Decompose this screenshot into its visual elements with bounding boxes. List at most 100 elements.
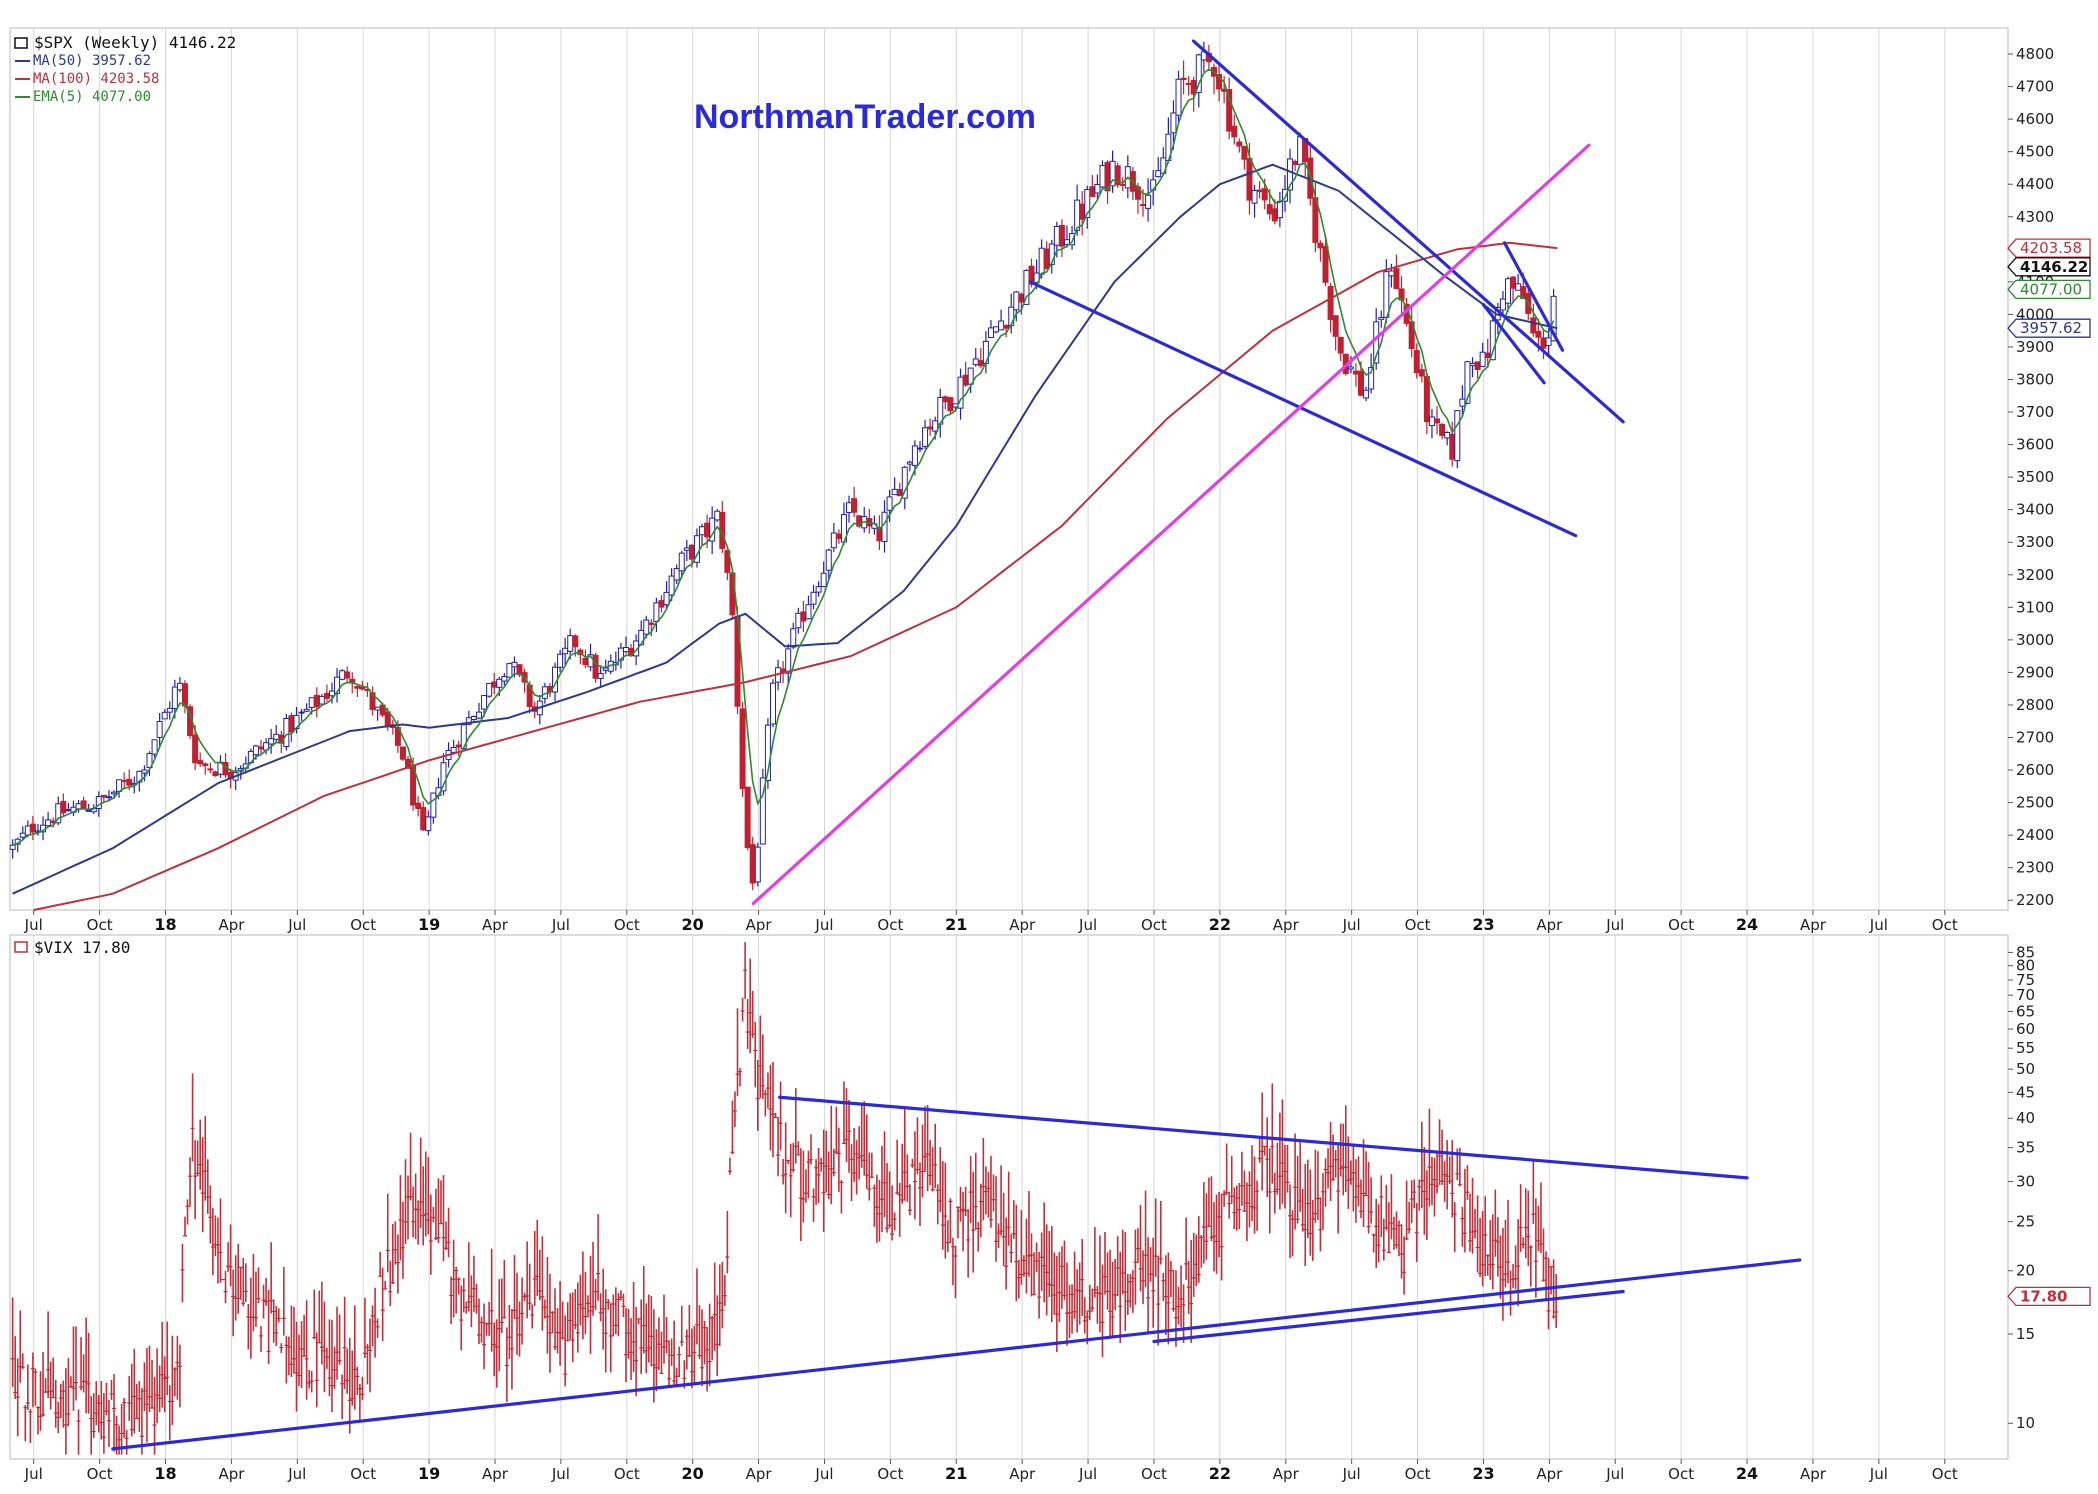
vix-trendline xyxy=(1152,1289,1625,1344)
vix-y-tick-label: 15 xyxy=(2016,1325,2035,1343)
ma50-line xyxy=(12,163,1558,895)
vix-bar xyxy=(791,1142,796,1173)
spx-candle xyxy=(1510,275,1517,303)
vix-bar xyxy=(1323,1158,1328,1207)
vix-bar xyxy=(923,1106,928,1173)
vix-bar xyxy=(94,1381,99,1426)
vix-bar xyxy=(1485,1254,1490,1276)
vix-y-tick-label: 30 xyxy=(2016,1173,2035,1191)
spx-legend-title: $SPX (Weekly) 4146.22 xyxy=(34,33,236,52)
vix-bar xyxy=(129,1363,134,1437)
vix-bar xyxy=(1158,1200,1163,1265)
vix-bar xyxy=(112,1374,117,1452)
vix-bar xyxy=(950,1237,955,1286)
vix-bar xyxy=(585,1295,590,1318)
vix-bar xyxy=(1222,1190,1227,1207)
spx-candle xyxy=(475,702,482,720)
vix-bar xyxy=(930,1147,935,1192)
vix-bar xyxy=(1014,1204,1019,1302)
vix-bar xyxy=(1100,1264,1105,1358)
vix-bar xyxy=(1057,1251,1062,1323)
spx-candle xyxy=(987,319,994,338)
vix-bar xyxy=(869,1152,874,1179)
vix-bar xyxy=(1546,1258,1551,1330)
x-tick-label: 22 xyxy=(1209,915,1231,934)
vix-bar xyxy=(857,1126,862,1180)
vix-bar xyxy=(497,1279,502,1372)
vix-bar xyxy=(73,1326,78,1401)
spx-candle xyxy=(425,810,432,836)
vix-bar xyxy=(1255,1180,1260,1231)
vix-bar xyxy=(1211,1202,1216,1272)
x-tick-label: 24 xyxy=(1736,1464,1758,1483)
vix-bar xyxy=(943,1162,948,1259)
vix-bar xyxy=(86,1332,91,1414)
vix-bar xyxy=(395,1234,400,1294)
vix-bar xyxy=(1478,1217,1483,1277)
x-tick-label: Jul xyxy=(1605,916,1624,934)
x-tick-label: Apr xyxy=(218,1465,245,1483)
vix-bar xyxy=(271,1299,276,1343)
vix-bar xyxy=(274,1306,279,1346)
vix-bar xyxy=(406,1175,411,1240)
vix-bar xyxy=(1135,1228,1140,1264)
vix-bar xyxy=(236,1243,241,1314)
spx-y-tick-label: 2300 xyxy=(2016,859,2054,877)
vix-bar xyxy=(1364,1151,1369,1197)
vix-bar xyxy=(844,1088,849,1163)
vix-bar xyxy=(1424,1170,1429,1240)
vix-bar xyxy=(583,1271,588,1335)
vix-bar xyxy=(1032,1252,1037,1296)
vix-bar xyxy=(433,1188,438,1241)
spx-value-tag-label: 4077.00 xyxy=(2020,280,2082,298)
vix-bar xyxy=(525,1241,530,1319)
vix-value-tag-label: 17.80 xyxy=(2020,1287,2067,1305)
vix-bar xyxy=(1001,1192,1006,1266)
x-tick-label: Oct xyxy=(1668,1465,1694,1483)
vix-bar xyxy=(1250,1145,1255,1222)
vix-bar xyxy=(266,1289,271,1365)
vix-bar xyxy=(132,1348,137,1434)
vix-bar xyxy=(1227,1191,1232,1219)
vix-y-tick-label: 45 xyxy=(2016,1083,2035,1101)
vix-bar xyxy=(692,1325,697,1386)
vix-bar xyxy=(961,1191,966,1252)
vix-bar xyxy=(1462,1168,1467,1253)
vix-bar xyxy=(1217,1191,1222,1258)
vix-bar xyxy=(677,1346,682,1378)
vix-bar xyxy=(1422,1147,1427,1235)
vix-bar xyxy=(535,1220,540,1296)
vix-bar xyxy=(231,1269,236,1337)
vix-bar xyxy=(79,1337,84,1391)
vix-bar xyxy=(25,1364,30,1410)
spx-candle xyxy=(415,796,422,817)
spx-y-tick-label: 2200 xyxy=(2016,891,2054,909)
spx-y-tick-label: 2800 xyxy=(2016,696,2054,714)
vix-y-tick-label: 65 xyxy=(2016,1002,2035,1020)
vix-bar xyxy=(1480,1210,1485,1287)
vix-y-tick-label: 10 xyxy=(2016,1414,2035,1432)
vix-bar xyxy=(1417,1179,1422,1211)
vix-bar xyxy=(1384,1184,1389,1231)
vix-bar xyxy=(1483,1196,1488,1277)
spx-candle xyxy=(957,368,964,420)
vix-bar xyxy=(489,1248,494,1352)
vix-bar xyxy=(134,1384,139,1420)
vix-bar xyxy=(1389,1174,1394,1240)
vix-bar xyxy=(1024,1218,1029,1294)
vix-bar xyxy=(915,1117,920,1175)
vix-bar xyxy=(56,1401,61,1434)
vix-bar xyxy=(380,1267,385,1342)
vix-bar xyxy=(365,1343,370,1385)
vix-bar xyxy=(1440,1129,1445,1185)
watermark-text: NorthmanTrader.com xyxy=(694,98,1036,136)
vix-bar xyxy=(444,1221,449,1250)
vix-bar xyxy=(421,1166,426,1246)
vix-bar xyxy=(765,1072,770,1109)
vix-bar xyxy=(1181,1284,1186,1343)
vix-bar xyxy=(385,1193,390,1273)
vix-bar xyxy=(596,1214,601,1301)
vix-bar xyxy=(654,1329,659,1392)
vix-bar xyxy=(416,1200,421,1245)
vix-bar xyxy=(1103,1231,1108,1295)
